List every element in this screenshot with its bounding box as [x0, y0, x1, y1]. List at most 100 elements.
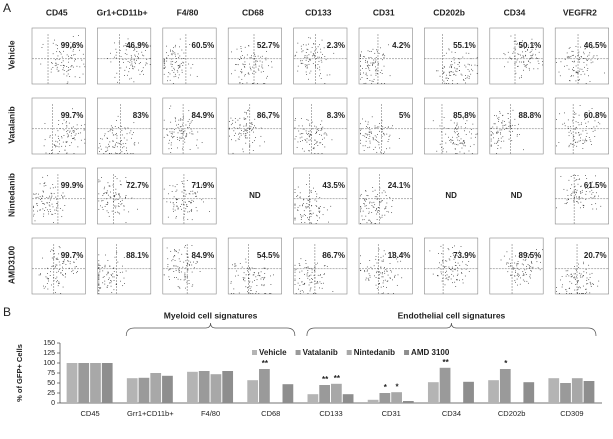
event-dot — [132, 153, 134, 154]
event-dot — [62, 286, 64, 288]
event-dot — [562, 123, 564, 125]
event-dot — [107, 212, 109, 214]
event-dot — [241, 72, 243, 74]
event-dot — [319, 69, 321, 71]
event-dot — [462, 142, 463, 144]
event-dot — [125, 270, 127, 272]
event-dot — [43, 285, 44, 287]
event-dot — [245, 261, 247, 263]
event-dot — [576, 189, 578, 191]
event-dot — [46, 202, 48, 204]
event-dot — [110, 61, 112, 63]
event-dot — [523, 63, 525, 65]
event-dot — [131, 58, 133, 60]
event-dot — [318, 210, 320, 212]
event-dot — [382, 255, 384, 257]
event-dot — [452, 270, 454, 272]
event-dot — [250, 69, 252, 71]
event-dot — [315, 205, 317, 206]
event-dot — [451, 64, 453, 66]
event-dot — [294, 275, 296, 277]
event-dot — [308, 276, 310, 277]
event-dot — [586, 279, 588, 281]
event-dot — [98, 285, 100, 286]
event-dot — [580, 122, 582, 124]
event-dot — [530, 277, 531, 279]
event-dot — [59, 143, 60, 145]
event-dot — [60, 272, 62, 273]
event-dot — [496, 132, 498, 134]
event-dot — [48, 211, 49, 213]
event-dot — [388, 44, 389, 46]
event-dot — [306, 119, 308, 121]
event-dot — [572, 120, 574, 122]
event-dot — [492, 133, 494, 135]
event-dot — [381, 136, 383, 138]
event-dot — [133, 143, 135, 145]
event-dot — [98, 275, 100, 276]
event-dot — [508, 138, 510, 140]
event-dot — [592, 56, 594, 58]
event-dot — [119, 180, 121, 182]
event-dot — [245, 137, 246, 139]
event-dot — [454, 132, 456, 134]
event-dot — [98, 179, 100, 181]
event-dot — [98, 284, 100, 286]
event-dot — [261, 55, 263, 57]
event-dot — [299, 133, 301, 135]
event-dot — [394, 276, 395, 278]
event-dot — [580, 137, 582, 139]
event-dot — [457, 68, 458, 70]
event-dot — [508, 125, 510, 127]
event-dot — [119, 196, 121, 198]
event-dot — [98, 263, 100, 265]
event-dot — [525, 55, 526, 57]
event-dot — [465, 52, 467, 54]
event-dot — [113, 271, 115, 272]
event-dot — [130, 153, 132, 154]
event-dot — [570, 276, 572, 278]
event-dot — [181, 49, 183, 51]
event-dot — [51, 150, 52, 151]
event-dot — [580, 192, 582, 194]
event-dot — [445, 260, 446, 262]
event-dot — [380, 151, 381, 153]
event-dot — [174, 62, 176, 64]
event-dot — [181, 119, 183, 121]
event-dot — [369, 202, 370, 204]
plot-frame — [293, 27, 348, 85]
event-dot — [526, 265, 528, 267]
event-dot — [568, 135, 570, 137]
event-dot — [126, 133, 128, 135]
event-dot — [177, 266, 179, 268]
event-dot — [107, 203, 108, 205]
event-dot — [185, 46, 187, 48]
event-dot — [128, 71, 130, 73]
event-dot — [178, 67, 179, 69]
event-dot — [510, 125, 512, 127]
event-dot — [109, 153, 110, 154]
event-dot — [169, 131, 171, 133]
event-dot — [238, 133, 239, 135]
event-dot — [66, 131, 68, 133]
event-dot — [490, 138, 492, 140]
event-dot — [321, 153, 323, 154]
plot-frame — [489, 27, 544, 85]
event-dot — [360, 56, 361, 58]
event-dot — [586, 178, 588, 179]
event-dot — [253, 127, 254, 128]
event-dot — [76, 124, 78, 126]
gate-percent: 61.5% — [584, 181, 607, 190]
event-dot — [369, 127, 370, 129]
event-dot — [380, 266, 382, 268]
event-dot — [192, 112, 194, 114]
event-dot — [308, 196, 309, 198]
event-dot — [448, 136, 449, 138]
event-dot — [595, 192, 597, 194]
event-dot — [53, 193, 55, 195]
event-dot — [255, 127, 257, 129]
event-dot — [52, 42, 54, 44]
event-dot — [62, 69, 64, 71]
event-dot — [381, 276, 383, 278]
event-dot — [263, 83, 265, 84]
